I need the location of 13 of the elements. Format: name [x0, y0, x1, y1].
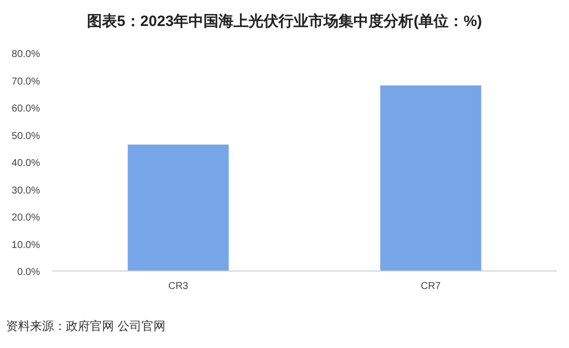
y-tick-label: 20.0% [12, 212, 40, 224]
y-tick-label: 30.0% [12, 185, 40, 196]
y-tick-label: 50.0% [12, 130, 40, 142]
x-tick-label: CR3 [168, 281, 189, 292]
y-tick-label: 10.0% [12, 240, 40, 251]
y-tick-label: 80.0% [12, 49, 40, 60]
x-tick-label: CR7 [420, 281, 442, 292]
chart-title: 图表5：2023年中国海上光伏行业市场集中度分析(单位：%) [86, 12, 482, 30]
y-tick-label: 0.0% [17, 267, 40, 278]
y-tick-label: 60.0% [12, 104, 40, 114]
text: 资料来源：政府官网 公司官网 [6, 319, 166, 333]
y-tick-label: 40.0% [12, 158, 40, 169]
y-tick-label: 70.0% [12, 76, 40, 88]
